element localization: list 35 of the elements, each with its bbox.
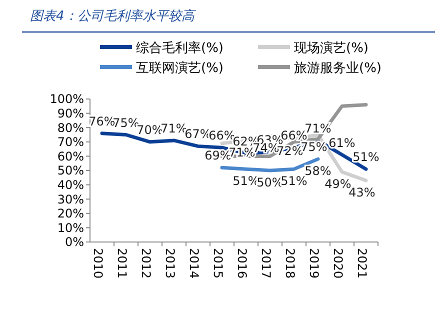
data-label: 71% (304, 121, 332, 136)
x-tick-label: 2012 (138, 248, 153, 279)
x-tick-label: 2018 (282, 248, 297, 279)
x-tick-label: 2014 (186, 248, 201, 279)
data-label: 61% (328, 136, 356, 150)
y-tick-label: 80% (57, 120, 84, 135)
y-tick-label: 20% (57, 206, 84, 221)
data-label: 49% (324, 176, 352, 191)
y-tick-label: 100% (50, 92, 84, 106)
legend-label: 互联网演艺(%) (136, 61, 224, 76)
y-tick-label: 50% (57, 164, 84, 178)
legend-label: 旅游服务业(%) (294, 61, 382, 76)
legend-label: 现场演艺(%) (294, 41, 368, 56)
x-tick-label: 2010 (90, 248, 105, 279)
x-tick-label: 2021 (354, 248, 369, 279)
legend-label: 综合毛利率(%) (136, 40, 224, 56)
y-tick-label: 30% (57, 192, 84, 206)
y-tick-label: 0% (64, 235, 84, 250)
data-label: 76% (88, 114, 116, 128)
chart-title: 图表4：公司毛利率水平较高 (30, 8, 196, 24)
data-label: 51% (280, 174, 308, 188)
y-tick-label: 10% (57, 220, 84, 235)
y-tick-label: 40% (57, 178, 84, 192)
y-tick-label: 90% (57, 106, 84, 120)
data-label: 58% (304, 164, 332, 178)
y-tick-label: 60% (57, 149, 84, 164)
x-tick-label: 2011 (114, 248, 129, 279)
x-tick-label: 2016 (234, 248, 249, 279)
data-label: 51% (352, 150, 380, 164)
x-tick-label: 2019 (306, 248, 321, 279)
x-tick-label: 2013 (162, 248, 177, 279)
x-tick-label: 2015 (210, 248, 225, 279)
x-tick-label: 2020 (330, 248, 345, 279)
x-tick-label: 2017 (258, 248, 273, 279)
y-tick-label: 70% (57, 135, 84, 150)
